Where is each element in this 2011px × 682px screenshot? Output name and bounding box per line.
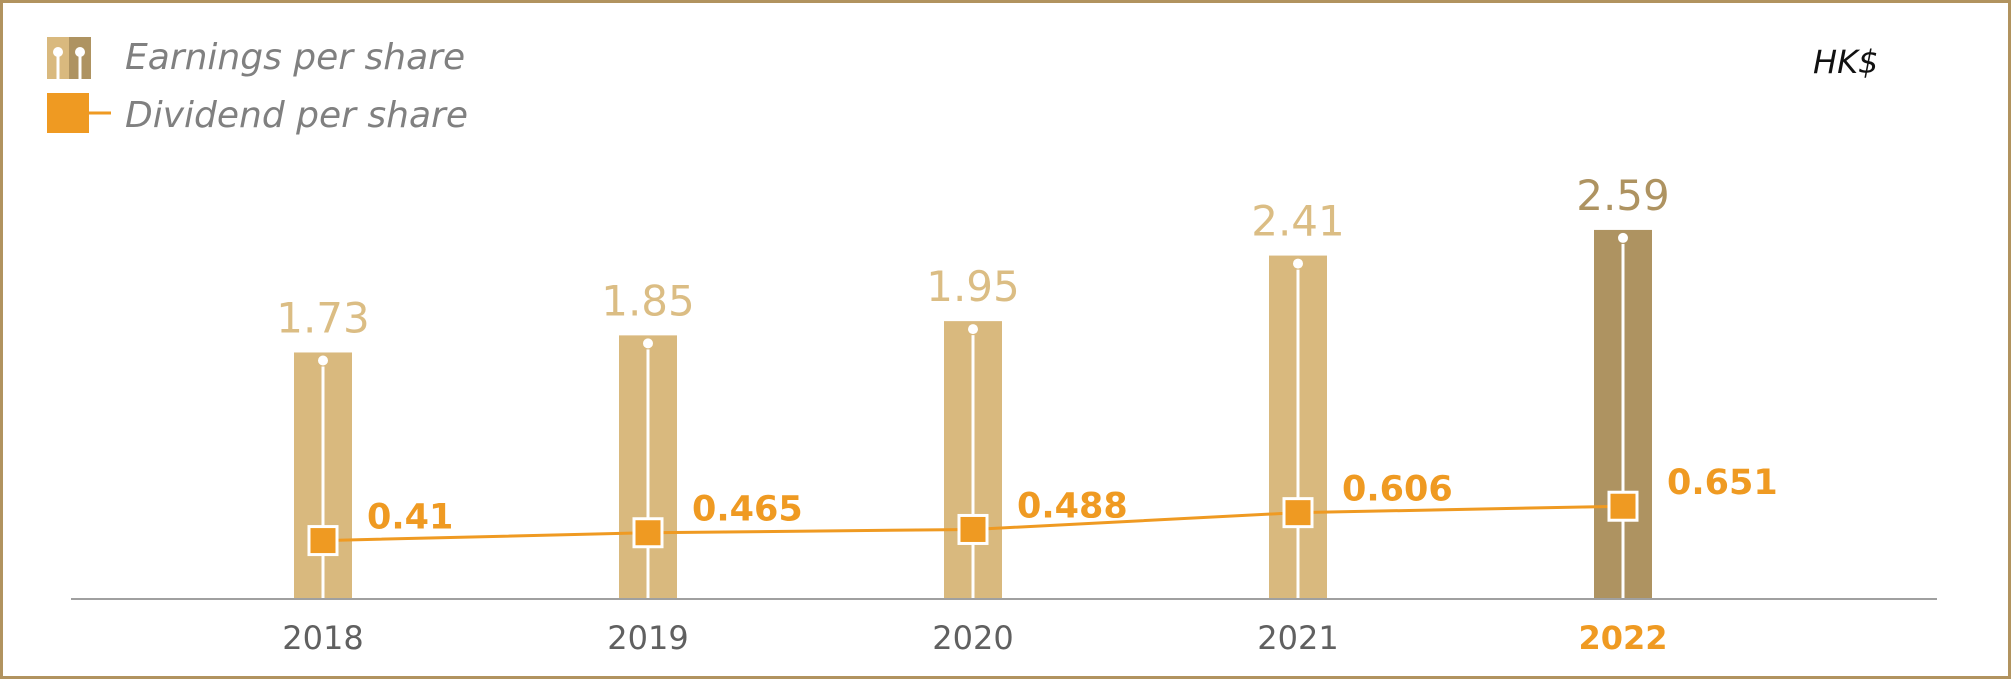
eps-dividend-chart: Earnings per share Dividend per share HK… — [47, 37, 1937, 657]
dividend-series — [307, 490, 1639, 557]
legend: Earnings per share Dividend per share — [47, 37, 468, 136]
eps-value-label-2020: 1.95 — [926, 262, 1020, 311]
x-tick-label-2022: 2022 — [1578, 619, 1667, 657]
dividend-marker-2019 — [632, 517, 664, 549]
legend-dividend-icon — [47, 93, 111, 133]
dividend-labels: 0.41 0.465 0.488 0.606 0.651 — [367, 463, 1778, 537]
eps-labels: 1.73 1.85 1.95 2.41 2.59 — [276, 171, 1670, 343]
dividend-value-label-2020: 0.488 — [1017, 486, 1128, 526]
dividend-value-label-2018: 0.41 — [367, 498, 453, 538]
eps-value-label-2022: 2.59 — [1576, 171, 1670, 220]
eps-bars — [294, 229, 1652, 600]
dividend-marker-2022 — [1607, 490, 1639, 522]
dividend-value-label-2022: 0.651 — [1667, 463, 1778, 503]
eps-bar-dot-2018 — [318, 355, 328, 366]
eps-bar-dot-2019 — [643, 338, 653, 349]
eps-bar-dot-2022 — [1618, 232, 1628, 243]
x-tick-label-2019: 2019 — [607, 619, 688, 657]
x-tick-label-2018: 2018 — [282, 619, 363, 657]
x-tick-label-2021: 2021 — [1257, 619, 1338, 657]
unit-label: HK$ — [1813, 43, 1878, 81]
dividend-marker-2018 — [307, 525, 339, 557]
eps-value-label-2019: 1.85 — [601, 276, 695, 325]
eps-bar-dot-2021 — [1293, 258, 1303, 269]
dividend-value-label-2021: 0.606 — [1342, 470, 1453, 510]
eps-value-label-2018: 1.73 — [276, 293, 370, 342]
dividend-marker-2020 — [957, 513, 989, 545]
legend-dividend-label: Dividend per share — [125, 95, 468, 136]
legend-eps-label: Earnings per share — [125, 37, 465, 78]
eps-bar-dot-2020 — [968, 324, 978, 335]
dividend-value-label-2019: 0.465 — [692, 490, 803, 530]
dividend-marker-2021 — [1282, 497, 1314, 529]
x-tick-labels: 2018 2019 2020 2021 2022 — [282, 619, 1667, 657]
x-tick-label-2020: 2020 — [932, 619, 1013, 657]
eps-value-label-2021: 2.41 — [1251, 197, 1345, 246]
legend-eps-icon — [47, 37, 91, 79]
